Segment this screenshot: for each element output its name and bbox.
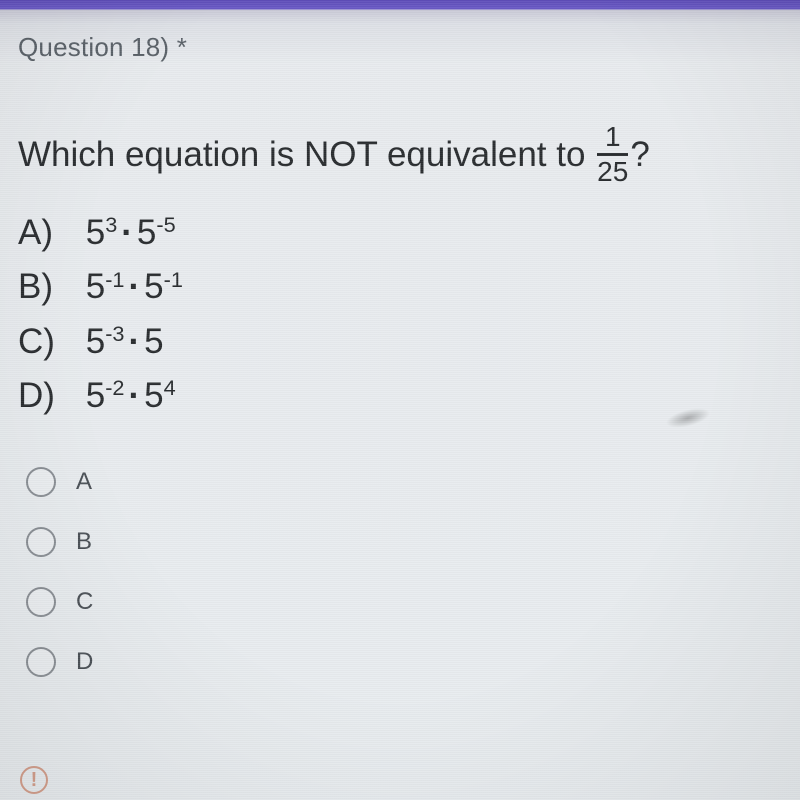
- option-c[interactable]: C: [26, 587, 782, 617]
- option-b[interactable]: B: [26, 527, 782, 557]
- question-prompt: Which equation is NOT equivalent to 125?: [18, 125, 782, 188]
- expr-exp: -2: [105, 375, 124, 400]
- fraction-numerator: 1: [597, 123, 628, 156]
- option-label: B: [76, 528, 92, 556]
- dot-operator: ·: [125, 322, 145, 361]
- expr-base: 5: [137, 213, 156, 252]
- expr-base: 5: [86, 376, 105, 415]
- answer-expressions: A) 53·5-5 B) 5-1·5-1 C) 5-3·5 D) 5-2·54: [18, 206, 782, 423]
- expr-base: 5: [86, 213, 105, 252]
- alert-icon: !: [20, 766, 48, 794]
- prompt-suffix: ?: [630, 135, 649, 174]
- choice-letter: B): [18, 260, 76, 314]
- expr-exp: -1: [105, 267, 124, 292]
- choice-letter: C): [18, 315, 76, 369]
- radio-icon[interactable]: [26, 467, 56, 497]
- option-d[interactable]: D: [26, 647, 782, 677]
- question-header: Question 18) *: [18, 32, 782, 63]
- choice-d: D) 5-2·54: [18, 369, 782, 423]
- choice-a: A) 53·5-5: [18, 206, 782, 260]
- expr-exp: 3: [105, 212, 117, 237]
- required-alert: !: [20, 766, 48, 794]
- radio-icon[interactable]: [26, 527, 56, 557]
- expr-exp: -3: [105, 321, 124, 346]
- expr-base: 5: [86, 267, 105, 306]
- dot-operator: ·: [125, 376, 145, 415]
- fraction-denominator: 25: [597, 156, 628, 186]
- dot-operator: ·: [125, 267, 145, 306]
- choice-letter: A): [18, 206, 76, 260]
- choice-letter: D): [18, 369, 76, 423]
- prompt-prefix: Which equation is NOT equivalent to: [18, 135, 595, 174]
- choice-b: B) 5-1·5-1: [18, 260, 782, 314]
- expr-exp: -5: [156, 212, 175, 237]
- radio-icon[interactable]: [26, 647, 56, 677]
- expr-base: 5: [144, 376, 163, 415]
- option-label: D: [76, 648, 93, 676]
- option-a[interactable]: A: [26, 467, 782, 497]
- radio-icon[interactable]: [26, 587, 56, 617]
- dot-operator: ·: [117, 213, 137, 252]
- expr-base: 5: [86, 322, 105, 361]
- expr-base: 5: [144, 267, 163, 306]
- expr-base: 5: [144, 322, 163, 361]
- expr-exp: -1: [164, 267, 183, 292]
- option-label: C: [76, 588, 93, 616]
- radio-options: A B C D: [18, 467, 782, 677]
- target-fraction: 125: [597, 123, 628, 186]
- option-label: A: [76, 468, 92, 496]
- expr-exp: 4: [164, 375, 176, 400]
- choice-c: C) 5-3·5: [18, 315, 782, 369]
